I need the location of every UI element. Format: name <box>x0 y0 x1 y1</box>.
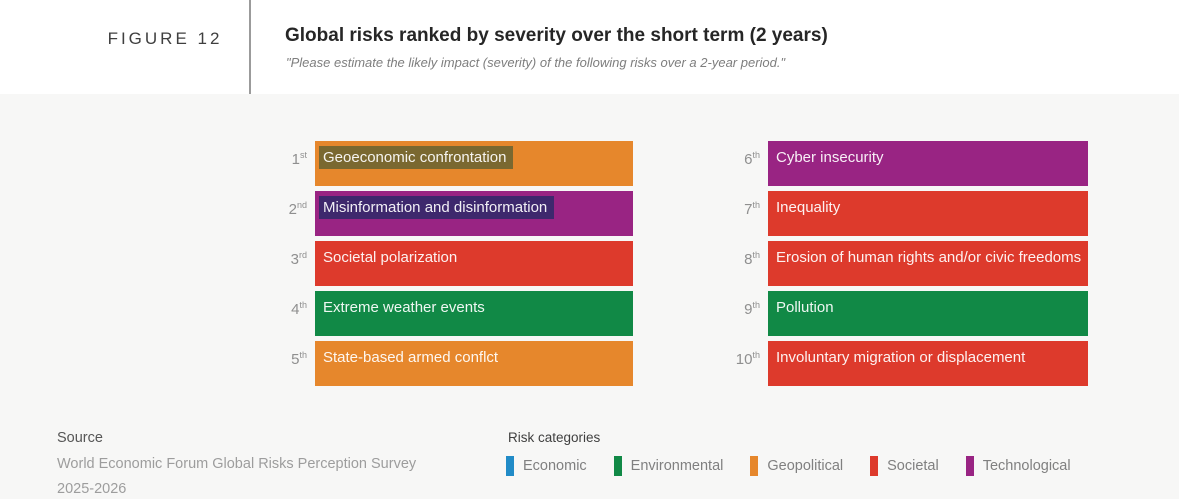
legend-label: Environmental <box>630 458 724 474</box>
legend-label: Economic <box>523 458 587 474</box>
risk-rank-row-3: 3rd Societal polarization <box>263 241 633 286</box>
legend-item-technological: Technological <box>965 456 1071 476</box>
risk-bar-label: Cyber insecurity <box>776 149 884 166</box>
risk-bar: Misinformation and disinformation <box>315 191 633 236</box>
risk-bar-label: Societal polarization <box>323 249 458 266</box>
rank-label: 10th <box>735 350 760 368</box>
rank-label: 9th <box>744 300 760 318</box>
risk-bar: Extreme weather events <box>315 291 633 336</box>
source-years: 2025-2026 <box>57 481 127 497</box>
risk-rank-row-9: 9th Pollution <box>716 291 1088 336</box>
rank-label: 6th <box>744 150 760 168</box>
risk-rank-row-7: 7th Inequality <box>716 191 1088 236</box>
risk-bar-label: Misinformation and disinformation <box>319 196 555 219</box>
rank-column-1-5: 1st Geoeconomic confrontation 2nd Misinform… <box>263 141 633 391</box>
risk-bar: Erosion of human rights and/or civic fre… <box>768 241 1088 286</box>
risk-bar-label: Geoeconomic confrontation <box>319 146 514 169</box>
legend-swatch-icon <box>750 456 759 476</box>
legend-label: Societal <box>887 458 939 474</box>
legend-title: Risk categories <box>508 430 601 445</box>
source-label: Source <box>57 430 103 446</box>
risk-bar: Inequality <box>768 191 1088 236</box>
risk-bar-label: Pollution <box>776 299 834 316</box>
legend-label: Technological <box>982 458 1071 474</box>
legend-swatch-icon <box>870 456 879 476</box>
legend-item-geopolitical: Geopolitical <box>750 456 843 476</box>
risk-bar-label: State-based armed conflct <box>323 349 499 366</box>
legend-label: Geopolitical <box>767 458 844 474</box>
source-text: World Economic Forum Global Risks Percep… <box>57 456 417 472</box>
risk-rank-row-10: 10th Involuntary migration or displacemen… <box>716 341 1088 386</box>
header-divider <box>249 0 251 94</box>
figure-title: Global risks ranked by severity over the… <box>285 25 828 46</box>
risk-bar-label: Inequality <box>776 199 841 216</box>
legend-item-economic: Economic <box>506 456 587 476</box>
risk-bar: Involuntary migration or displacement <box>768 341 1088 386</box>
legend-swatch-icon <box>613 456 622 476</box>
risk-bar: Cyber insecurity <box>768 141 1088 186</box>
risk-rank-row-6: 6th Cyber insecurity <box>716 141 1088 186</box>
rank-label: 1st <box>291 150 307 168</box>
rank-label: 3rd <box>290 250 307 268</box>
figure-number: FIGURE 12 <box>107 29 223 48</box>
legend-item-environmental: Environmental <box>613 456 724 476</box>
risk-category-legend: Economic Environmental Geopolitical Societa… <box>506 456 1098 476</box>
rank-label: 7th <box>744 200 760 218</box>
figure-header: FIGURE 12 Global risks ranked by severit… <box>0 0 1179 94</box>
risk-rank-row-2: 2nd Misinformation and disinformation <box>263 191 633 236</box>
risk-bar: State-based armed conflct <box>315 341 633 386</box>
rank-label: 8th <box>744 250 760 268</box>
legend-swatch-icon <box>965 456 974 476</box>
risk-rank-row-8: 8th Erosion of human rights and/or civic … <box>716 241 1088 286</box>
risk-bar: Geoeconomic confrontation <box>315 141 633 186</box>
risk-bar: Pollution <box>768 291 1088 336</box>
legend-swatch-icon <box>506 456 514 476</box>
risk-bar: Societal polarization <box>315 241 633 286</box>
risk-bar-label: Extreme weather events <box>323 299 485 316</box>
rank-column-6-10: 6th Cyber insecurity 7th Inequality 8th Erosi… <box>716 141 1088 391</box>
risk-rank-row-4: 4th Extreme weather events <box>263 291 633 336</box>
risk-bar-label: Erosion of human rights and/or civic fre… <box>776 249 1082 266</box>
rank-label: 5th <box>291 350 307 368</box>
risk-rank-row-5: 5th State-based armed conflct <box>263 341 633 386</box>
rank-label: 4th <box>291 300 307 318</box>
legend-item-societal: Societal <box>870 456 939 476</box>
risk-bar-label: Involuntary migration or displacement <box>776 349 1026 366</box>
figure-subtitle: "Please estimate the likely impact (seve… <box>286 55 786 70</box>
rank-label: 2nd <box>288 200 307 218</box>
risk-rank-row-1: 1st Geoeconomic confrontation <box>263 141 633 186</box>
